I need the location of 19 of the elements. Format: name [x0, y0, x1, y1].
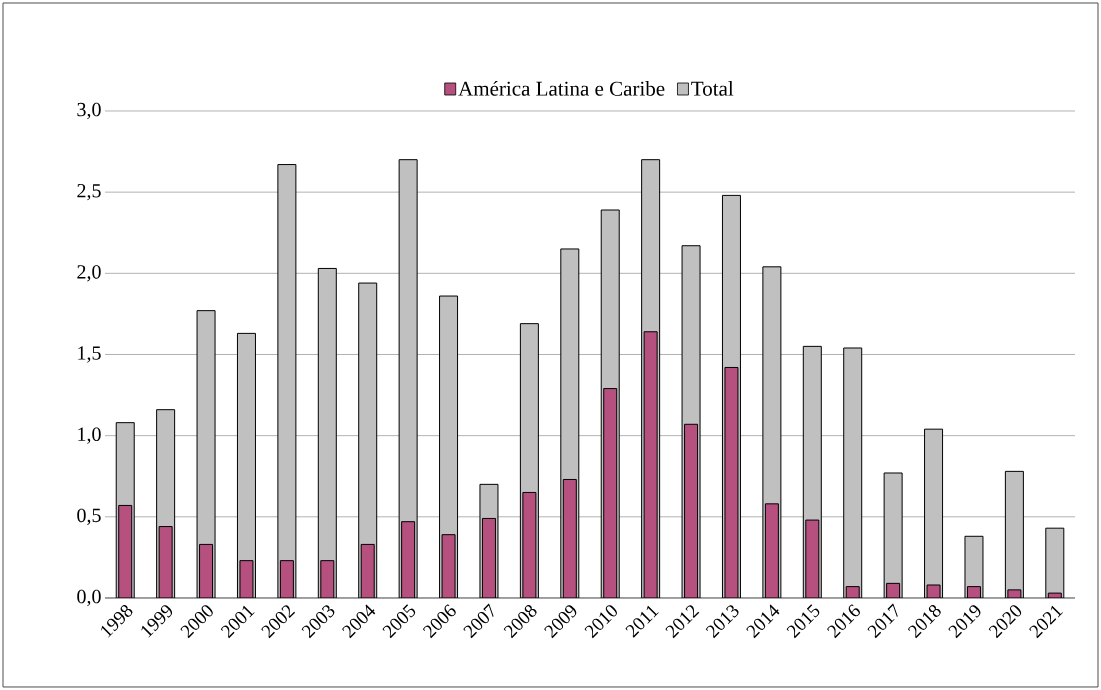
y-tick-label: 3,0: [77, 102, 101, 120]
y-tick-label: 1,5: [78, 346, 101, 363]
x-tick-label: 2001: [220, 605, 255, 639]
bar: [843, 347, 863, 598]
bar: [317, 267, 337, 598]
x-tick-label: 2011: [625, 605, 659, 638]
bar: [277, 164, 297, 598]
bar: [1045, 527, 1065, 598]
y-tick-label: 1,0: [78, 427, 101, 444]
bar: [924, 428, 944, 598]
legend-label: Total: [691, 80, 734, 96]
y-tick-label: 2,5: [77, 183, 101, 201]
y-tick-label: 2,0: [77, 265, 101, 282]
legend-label: América Latina e Caribe: [458, 80, 665, 96]
x-tick-label: 2021: [1029, 605, 1063, 639]
y-tick-label: 0,5: [77, 508, 101, 526]
bar: [1004, 470, 1024, 598]
bar: [883, 472, 903, 598]
y-tick-label: 0,0: [77, 589, 101, 607]
